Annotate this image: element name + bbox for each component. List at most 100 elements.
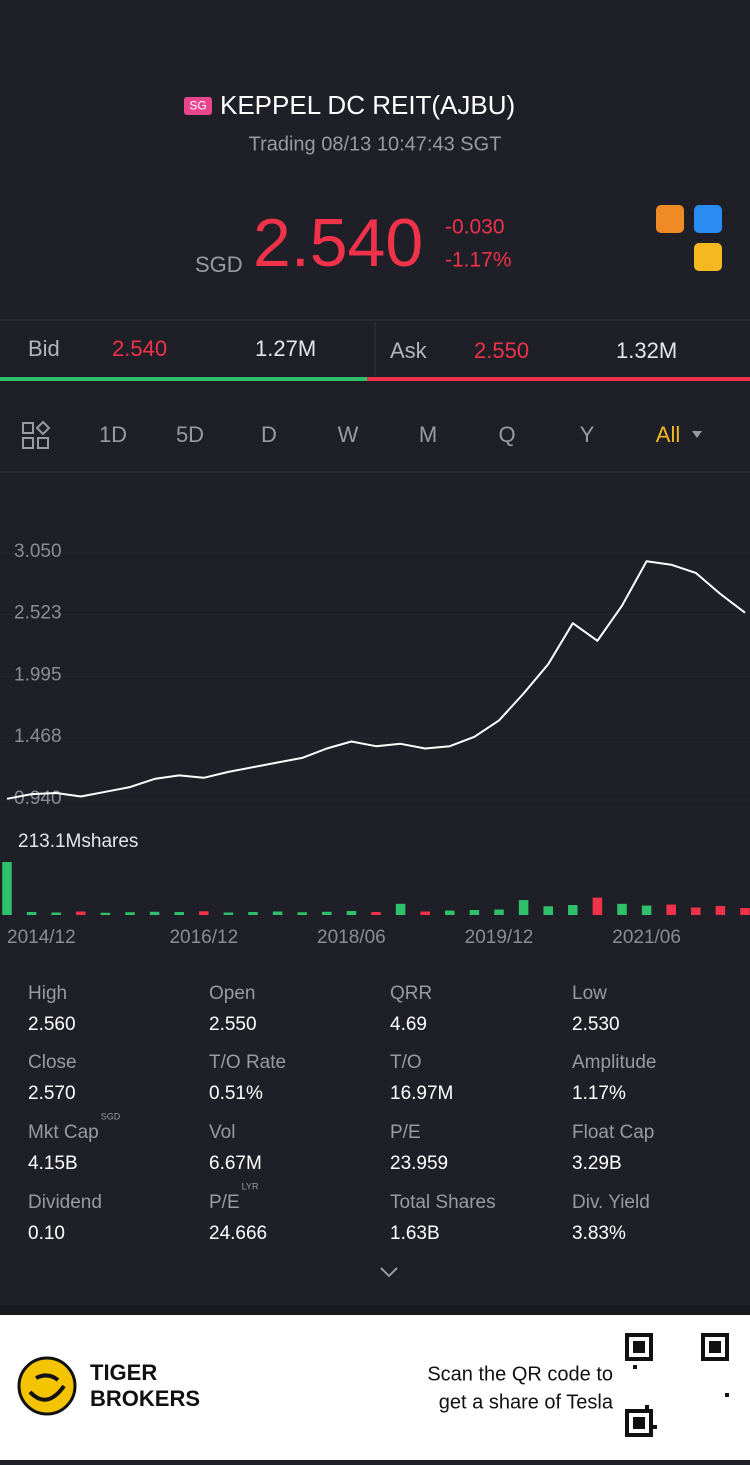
- stat-label: P/E: [209, 1192, 240, 1213]
- x-tick-label: 2016/12: [169, 927, 238, 948]
- tab[interactable]: Y: [580, 422, 595, 447]
- chart: 3.050 2.523 1.995 1.468 0.940 213.1Mshares 201…: [0, 541, 750, 948]
- qr-finder: [701, 1333, 729, 1361]
- promo: Scan the QR code to: [427, 1363, 613, 1385]
- qr-finder: [633, 1341, 645, 1353]
- volume-bar: [26, 912, 37, 915]
- volume-bar: [666, 904, 676, 915]
- layout-icon[interactable]: [22, 420, 51, 449]
- volume-bar: [641, 905, 652, 915]
- stock-name: KEPPEL DC REIT(AJBU): [220, 90, 515, 120]
- volume-bar: [494, 909, 504, 915]
- stat-value: 2.570: [28, 1083, 76, 1104]
- stat-label: T/O: [390, 1052, 422, 1073]
- brand: BROKERS: [90, 1386, 200, 1411]
- qr-cell: [633, 1365, 637, 1369]
- stat-label: Vol: [209, 1122, 235, 1143]
- stat-label: QRR: [390, 983, 432, 1004]
- volume-bar: [518, 900, 529, 915]
- stat-value: 0.51%: [209, 1083, 263, 1104]
- stat-label: T/O Rate: [209, 1052, 286, 1073]
- volume-bar: [297, 912, 307, 915]
- status: Trading 08/13 10:47:43 SGT: [249, 133, 502, 155]
- promo: get a share of Tesla: [439, 1391, 614, 1413]
- stat-value: 1.63B: [390, 1223, 440, 1244]
- volume-bar: [149, 911, 160, 915]
- change: -0.030: [445, 216, 505, 239]
- stat-value: 3.29B: [572, 1153, 622, 1174]
- volume-bar: [740, 908, 750, 915]
- x-tick-label: 2014/12: [7, 927, 76, 948]
- volume-bar: [51, 912, 61, 915]
- volume-bar: [592, 897, 603, 915]
- volume-bar: [346, 911, 357, 915]
- qr-finder: [709, 1341, 721, 1353]
- stat-label: High: [28, 983, 67, 1004]
- tab-caret: [692, 431, 702, 438]
- badge: SG: [189, 99, 206, 113]
- badge-bg: [184, 97, 212, 115]
- tab[interactable]: W: [338, 422, 359, 447]
- stat-value: 23.959: [390, 1153, 448, 1174]
- tabs: 1D 5D D W M Q Y All: [99, 422, 702, 447]
- volume-bar: [371, 912, 381, 915]
- qr-cell: [645, 1405, 649, 1409]
- icon-a[interactable]: [656, 205, 684, 233]
- stat-value: 1.17%: [572, 1083, 626, 1104]
- footer-gap: [0, 1305, 750, 1315]
- qr-finder: [625, 1409, 653, 1437]
- stat-value: 2.530: [572, 1014, 620, 1035]
- stat-label: Float Cap: [572, 1122, 654, 1143]
- tab[interactable]: M: [419, 422, 437, 447]
- stat-value: 0.10: [28, 1223, 65, 1244]
- bid-price: 2.540: [112, 336, 167, 361]
- ask-label: Ask: [390, 338, 428, 363]
- ask-bar: [367, 377, 750, 381]
- volume-bar: [420, 911, 430, 915]
- stat-sup: SGD: [101, 1111, 121, 1121]
- stat-label: Dividend: [28, 1192, 102, 1213]
- price: 2.540: [253, 205, 423, 281]
- stat-value: 3.83%: [572, 1223, 626, 1244]
- stat-sup: LYR: [242, 1181, 259, 1191]
- volume-bar: [223, 912, 234, 915]
- stat-value: 16.97M: [390, 1083, 453, 1104]
- volume-bar: [568, 905, 578, 915]
- volume-bar: [76, 911, 86, 915]
- currency: SGD: [195, 252, 243, 277]
- price-line: [6, 560, 746, 800]
- volume-bar: [445, 910, 455, 915]
- tab[interactable]: Q: [498, 422, 515, 447]
- stat-value: 2.550: [209, 1014, 257, 1035]
- x-tick-label: 2018/06: [317, 927, 386, 948]
- tab[interactable]: D: [261, 422, 277, 447]
- stats: High 2.560 Open 2.550 QRR 4.69 Low 2.530 Close 2.…: [28, 983, 657, 1244]
- icon-b[interactable]: [694, 205, 722, 233]
- stat-label: Total Shares: [390, 1192, 496, 1213]
- logo: [17, 1356, 77, 1416]
- icon-c[interactable]: [694, 243, 722, 271]
- ask-size: 1.32M: [616, 338, 677, 363]
- volume-label: 213.1Mshares: [18, 831, 138, 852]
- stat-label: Open: [209, 983, 255, 1004]
- y-tick-label: 0.940: [14, 788, 62, 809]
- volume-bar: [2, 862, 12, 915]
- volume-bar: [469, 910, 480, 915]
- expand[interactable]: [380, 1267, 398, 1278]
- bid-size: 1.27M: [255, 336, 316, 361]
- qr-finder: [633, 1417, 645, 1429]
- tab[interactable]: All: [656, 422, 680, 447]
- brand: TIGER: [90, 1360, 157, 1385]
- logo-mark: [28, 1373, 66, 1402]
- stat-label: Mkt Cap: [28, 1122, 99, 1143]
- stat-label: Amplitude: [572, 1052, 657, 1073]
- stat-label: Div. Yield: [572, 1192, 650, 1213]
- stat-value: 6.67M: [209, 1153, 262, 1174]
- qr-code: [625, 1333, 729, 1437]
- tab[interactable]: 1D: [99, 422, 127, 447]
- volume-bar: [199, 911, 209, 915]
- y-tick-label: 3.050: [14, 541, 62, 562]
- tab[interactable]: 5D: [176, 422, 204, 447]
